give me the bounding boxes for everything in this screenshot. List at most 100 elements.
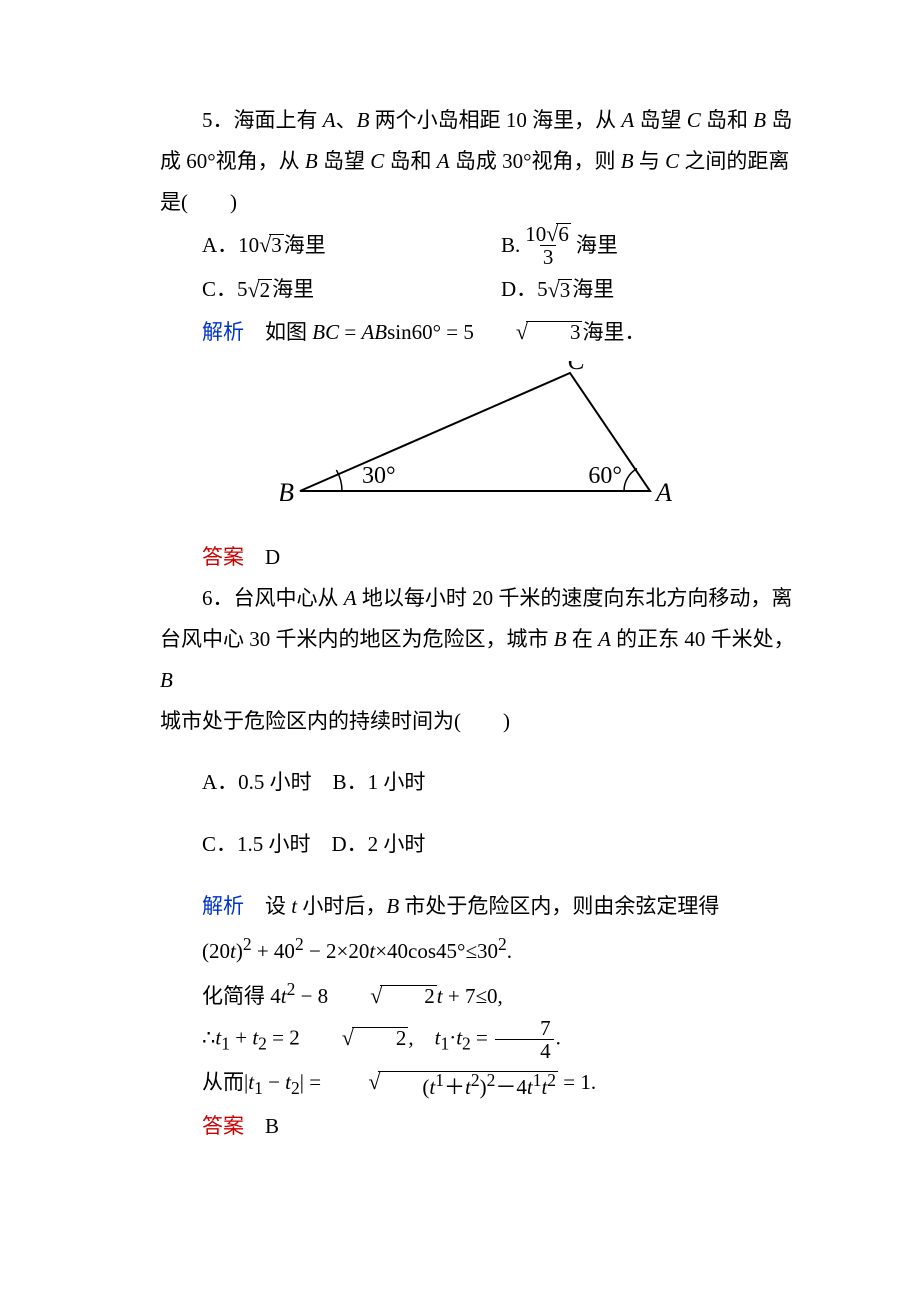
q6-sol-line3: 化简得 4t2 − 8√2t + 7≤0, (160, 972, 800, 1017)
text: 6．台风中心从 (202, 586, 344, 610)
page: 5．海面上有 A、B 两个小岛相距 10 海里，从 A 岛望 C 岛和 B 岛 … (0, 0, 920, 1302)
text: 岛和 (701, 108, 754, 132)
sqrt: √3 (259, 234, 284, 256)
text: 5．海面上有 (202, 108, 323, 132)
sup: 2 (243, 934, 252, 954)
text: (20 (202, 939, 230, 963)
text: 海里 (272, 269, 314, 310)
sqrt: √2 (328, 985, 437, 1007)
var-A: A (437, 149, 450, 173)
q5-line1: 5．海面上有 A、B 两个小岛相距 10 海里，从 A 岛望 C 岛和 B 岛 (160, 100, 800, 141)
text: B. (501, 225, 520, 266)
var-C: C (370, 149, 384, 173)
text: sin60° = 5 (387, 320, 474, 344)
text: . (507, 939, 512, 963)
q5-option-D: D．5 √3 海里 (501, 268, 800, 312)
sup: 2 (295, 934, 304, 954)
var-B: B (554, 627, 567, 651)
sqrt: √2 (248, 279, 273, 301)
text: ) (236, 939, 243, 963)
var-A: A (621, 108, 634, 132)
sub: 1 (221, 1034, 230, 1054)
var-AB: AB (361, 320, 387, 344)
text: 台风中心 30 千米内的地区为危险区，城市 (160, 627, 554, 651)
q6-option-C: C．1.5 小时 (202, 832, 332, 856)
sub: 2 (291, 1078, 300, 1098)
text: D．5 (501, 269, 548, 310)
q5-options: A．10 √3 海里 B. 10√6 3 海里 C．5 √2 海里 D．5 √3… (202, 223, 800, 312)
answer-label: 答案 (202, 545, 244, 569)
text: 化简得 4 (202, 984, 281, 1008)
solution-label: 解析 (202, 894, 244, 918)
q6-option-D: D．2 小时 (332, 832, 426, 856)
text: , (408, 1026, 434, 1050)
text: = 1. (558, 1070, 596, 1094)
text: 与 (634, 149, 666, 173)
text: + (230, 1026, 252, 1050)
q6-sol-line4: ∴t1 + t2 = 2√2, t1·t2 = 74. (160, 1017, 800, 1062)
text: 岛 (766, 108, 792, 132)
var-C: C (665, 149, 679, 173)
text: 、 (336, 108, 357, 132)
text: ×40cos45°≤30 (375, 939, 498, 963)
var-C: C (687, 108, 701, 132)
var-B: B (160, 668, 173, 692)
q6-line2: 台风中心 30 千米内的地区为危险区，城市 B 在 A 的正东 40 千米处，B (160, 619, 800, 701)
text: 小时后， (297, 894, 386, 918)
text: ∴ (202, 1026, 215, 1050)
var-A: A (323, 108, 336, 132)
fraction: 74 (495, 1017, 554, 1062)
q5-option-B: B. 10√6 3 海里 (501, 223, 800, 268)
var-B: B (305, 149, 318, 173)
svg-text:B: B (280, 478, 294, 507)
text: 成 60°视角，从 (160, 149, 305, 173)
q6-options-row2: C．1.5 小时 D．2 小时 (202, 824, 800, 865)
var-BC: BC (312, 320, 339, 344)
text: 城市处于危险区内的持续时间为( ) (160, 709, 510, 733)
sub: 1 (440, 1034, 449, 1054)
sqrt: √(t1＋t2)2－4t1t2 (326, 1071, 558, 1098)
answer-value: B (244, 1114, 279, 1138)
q5-line3: 是( ) (160, 182, 800, 223)
q5-option-C: C．5 √2 海里 (202, 268, 501, 312)
triangle-diagram: B A C 30° 60° (280, 361, 680, 521)
svg-text:C: C (567, 361, 585, 375)
text: − 8 (295, 984, 328, 1008)
q5-line2: 成 60°视角，从 B 岛望 C 岛和 A 岛成 30°视角，则 B 与 C 之… (160, 141, 800, 182)
text: 地以每小时 20 千米的速度向东北方向移动，离 (357, 586, 793, 610)
var-B: B (753, 108, 766, 132)
q6-option-B: B．1 小时 (333, 770, 426, 794)
text: 在 (567, 627, 599, 651)
q6-options-row1: A．0.5 小时 B．1 小时 (202, 762, 800, 803)
var-B: B (621, 149, 634, 173)
text: 从而| (202, 1070, 248, 1094)
sqrt: √2 (300, 1027, 409, 1049)
var-A: A (598, 627, 611, 651)
q6-option-A: A．0.5 小时 (202, 770, 333, 794)
text: − (263, 1070, 285, 1094)
text: 岛和 (384, 149, 437, 173)
text: 海里 (576, 225, 618, 266)
q6-sol-line5: 从而|t1 − t2| = √(t1＋t2)2－4t1t2 = 1. (160, 1062, 800, 1105)
q6-answer: 答案 B (160, 1106, 800, 1147)
q6-sol-line1: 解析 设 t 小时后，B 市处于危险区内，则由余弦定理得 (160, 886, 800, 927)
q5-solution: 解析 如图 BC = ABsin60° = 5√3海里． (160, 312, 800, 353)
text: 海里 (284, 225, 326, 266)
q6-sol-line2: (20t)2 + 402 − 2×20t×40cos45°≤302. (160, 927, 800, 972)
text: 如图 (244, 320, 312, 344)
text: − 2×20 (304, 939, 370, 963)
text: 市处于危险区内，则由余弦定理得 (399, 894, 719, 918)
text: A．10 (202, 225, 259, 266)
text: = (471, 1026, 493, 1050)
var-B: B (386, 894, 399, 918)
sub: 1 (254, 1078, 263, 1098)
text: = 2 (267, 1026, 300, 1050)
svg-text:A: A (654, 478, 672, 507)
answer-label: 答案 (202, 1114, 244, 1138)
text: | = (300, 1070, 327, 1094)
text: 是( ) (160, 190, 237, 214)
text: 海里． (582, 320, 645, 344)
text: 岛望 (634, 108, 687, 132)
text: + 40 (252, 939, 295, 963)
text: 两个小岛相距 10 海里，从 (369, 108, 621, 132)
